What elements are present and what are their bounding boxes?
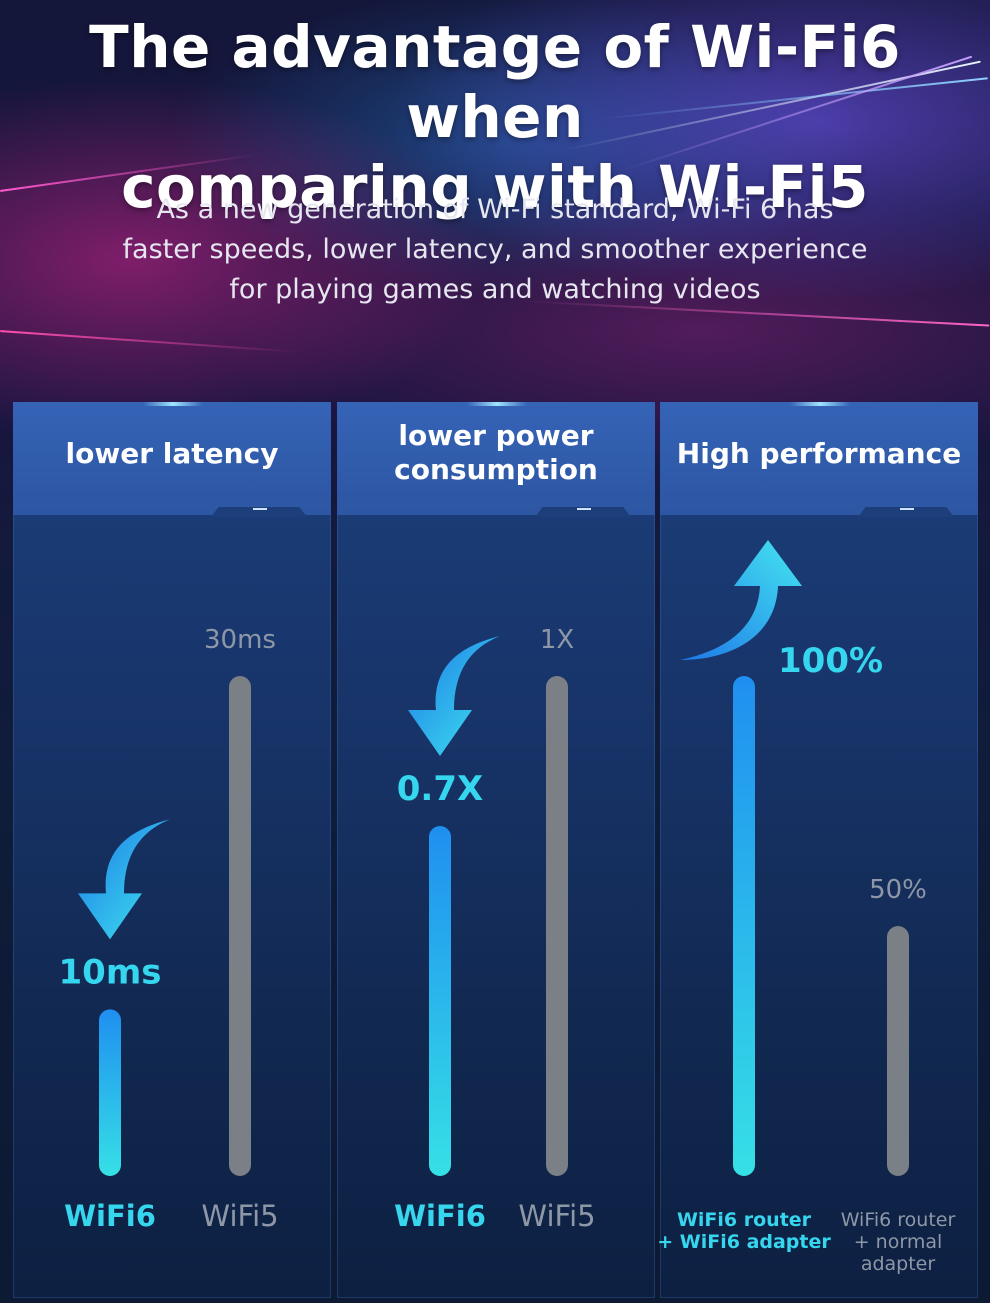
panel-tab: [211, 507, 307, 517]
category-label: WiFi5: [518, 1199, 595, 1233]
category-label: WiFi5: [201, 1199, 278, 1233]
value-label: 30ms: [204, 625, 276, 655]
category-label: adapter: [861, 1253, 936, 1275]
panel-tab: [535, 507, 631, 517]
panel-title: lower latency: [65, 437, 279, 470]
panel-title-line-2: consumption: [394, 453, 598, 486]
value-label: 0.7X: [397, 769, 483, 809]
category-label: + WiFi6 adapter: [657, 1231, 831, 1253]
category-label: WiFi6: [394, 1199, 486, 1233]
value-label: 10ms: [59, 952, 162, 992]
subtitle: As a new generation of Wi-Fi standard, W…: [95, 190, 895, 310]
page-title: The advantage of Wi-Fi6 when comparing w…: [0, 12, 990, 222]
subtitle-line-1: As a new generation of Wi-Fi standard, W…: [156, 194, 834, 225]
performance-panel: High performance: [660, 402, 978, 1298]
category-label: WiFi6 router: [677, 1209, 812, 1231]
wifi5-bar: [887, 926, 909, 1176]
wifi5-bar: [229, 676, 251, 1176]
down-arrow-icon: [78, 819, 170, 940]
panel-title-line-1: lower power: [398, 419, 594, 452]
down-arrow-icon: [408, 636, 500, 756]
title-line-2: comparing with Wi-Fi5: [121, 153, 869, 221]
subtitle-line-2: faster speeds, lower latency, and smooth…: [122, 234, 868, 265]
subtitle-line-3: for playing games and watching videos: [229, 274, 761, 305]
wifi6-bar: [733, 676, 755, 1176]
value-label: 50%: [869, 875, 927, 905]
value-label: 100%: [778, 641, 883, 681]
category-label: + normal: [854, 1231, 943, 1253]
panel-header: [13, 402, 331, 515]
panel-title: lower power consumption: [337, 419, 655, 487]
panel-tab: [858, 507, 954, 517]
wifi6-bar: [429, 826, 451, 1176]
up-arrow-icon: [680, 540, 802, 660]
power-panel: lower power consumption: [337, 402, 655, 1298]
wifi6-bar: [99, 1009, 121, 1176]
value-label: 1X: [540, 625, 574, 655]
panel-header: [660, 402, 978, 515]
title-line-1: The advantage of Wi-Fi6 when: [89, 13, 901, 151]
category-label: WiFi6 router: [841, 1209, 956, 1231]
panel-header: [337, 402, 655, 515]
panel-title: High performance: [676, 437, 962, 470]
wifi5-bar: [546, 676, 568, 1176]
category-label: WiFi6: [64, 1199, 156, 1233]
latency-panel: lower latency: [13, 402, 331, 1298]
